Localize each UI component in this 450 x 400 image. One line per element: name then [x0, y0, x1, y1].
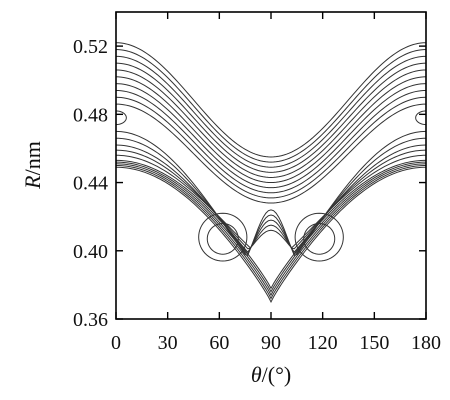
- x-tick-label: 150: [359, 332, 389, 354]
- x-tick-label: 180: [411, 332, 441, 354]
- y-tick-label: 0.44: [73, 173, 108, 195]
- contour-edge-loop: [115, 110, 127, 126]
- contour-line: [115, 62, 427, 173]
- y-tick-label: 0.40: [73, 241, 108, 263]
- x-axis-title: θ/(°): [251, 362, 291, 387]
- contour-line: [115, 83, 427, 189]
- contour-edge-loop: [415, 110, 427, 126]
- x-tick-label: 90: [261, 332, 281, 354]
- contour-line: [115, 137, 427, 256]
- contour-loop: [198, 212, 248, 262]
- contour-line: [115, 55, 427, 168]
- contour-line: [115, 69, 427, 178]
- contour-lines: [115, 42, 427, 304]
- contour-line: [115, 130, 427, 256]
- contour-line: [115, 165, 427, 300]
- contour-line: [115, 103, 427, 204]
- x-tick-label: 60: [209, 332, 229, 354]
- contour-line: [115, 89, 427, 194]
- axis-ticks: [115, 12, 427, 320]
- x-tick-label: 120: [308, 332, 338, 354]
- contour-line: [115, 163, 427, 297]
- y-axis-symbol: R: [20, 175, 45, 190]
- x-axis-symbol: θ: [251, 362, 262, 387]
- contour-line: [115, 76, 427, 184]
- contour-line: [115, 166, 427, 304]
- y-tick-label: 0.48: [73, 104, 108, 126]
- contour-line: [115, 96, 427, 199]
- contour-line: [115, 159, 427, 290]
- y-tick-label: 0.52: [73, 36, 108, 58]
- contour-line: [115, 161, 427, 293]
- contour-line: [115, 144, 427, 253]
- contour-line: [115, 154, 427, 249]
- tick-labels: 0 30 60 90 120 150 180 0.36 0.40 0.44 0.48 0.52: [73, 36, 441, 354]
- contour-line: [115, 42, 427, 158]
- y-axis-unit: /nm: [20, 141, 45, 175]
- x-tick-label: 30: [158, 332, 178, 354]
- contour-line: [115, 149, 427, 250]
- contour-line: [115, 49, 427, 163]
- x-axis-unit: /(°): [262, 362, 292, 387]
- y-tick-label: 0.36: [73, 309, 108, 331]
- y-axis-title: R/nm: [20, 141, 45, 190]
- contour-loop: [294, 212, 344, 262]
- contour-loop: [206, 222, 239, 255]
- x-tick-label: 0: [111, 332, 121, 354]
- contour-loop: [303, 222, 336, 255]
